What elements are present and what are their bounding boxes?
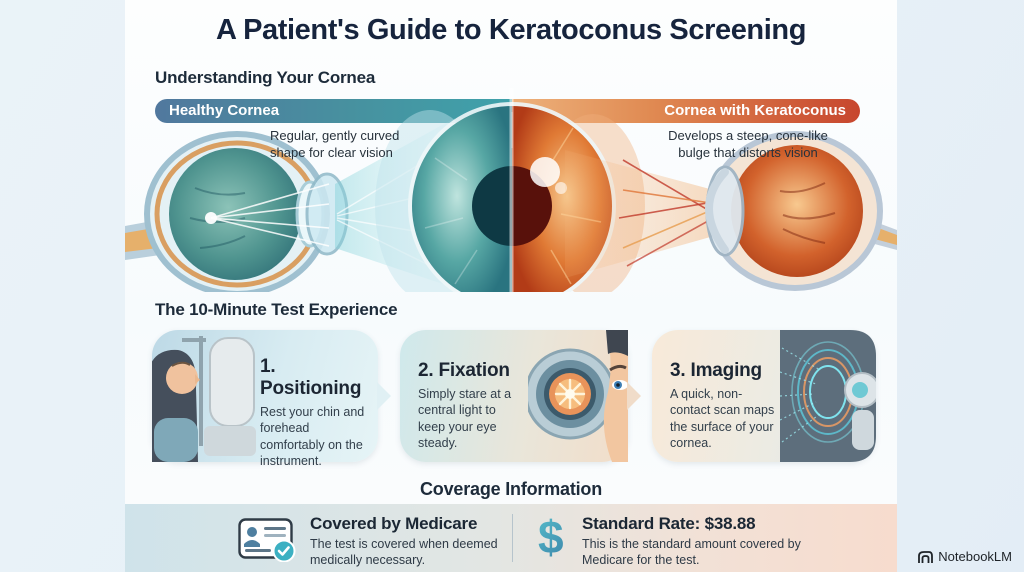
notebooklm-watermark: NotebookLM bbox=[917, 549, 1012, 564]
healthy-cornea-banner: Healthy Cornea bbox=[155, 99, 512, 123]
medicare-card-icon bbox=[238, 518, 296, 562]
imaging-illustration bbox=[780, 330, 876, 462]
watermark-label: NotebookLM bbox=[938, 549, 1012, 564]
fixation-illustration bbox=[528, 330, 628, 462]
step-card-imaging: 3. Imaging A quick, non-contact scan map… bbox=[652, 330, 876, 462]
positioning-illustration bbox=[152, 336, 256, 462]
step-card-fixation: 2. Fixation Simply stare at a central li… bbox=[400, 330, 641, 462]
coverage-divider bbox=[512, 514, 513, 562]
step-description: Rest your chin and forehead comfortably … bbox=[260, 405, 365, 468]
step-title: 3. Imaging bbox=[670, 360, 762, 381]
page-title: A Patient's Guide to Keratoconus Screeni… bbox=[215, 14, 807, 46]
keratoconus-banner: Cornea with Keratoconus bbox=[512, 99, 860, 123]
dollar-icon: $ bbox=[538, 511, 564, 563]
test-section-heading: The 10-Minute Test Experience bbox=[155, 300, 398, 319]
coverage-item-medicare: Covered by Medicare The test is covered … bbox=[238, 514, 540, 569]
step-title: 2. Fixation bbox=[418, 360, 510, 381]
step-card-positioning: 1. Positioning Rest your chin and forehe… bbox=[152, 330, 391, 468]
coverage-title: Covered by Medicare bbox=[310, 514, 478, 533]
step-title: 1. Positioning bbox=[260, 356, 362, 399]
cornea-comparison-illustration bbox=[125, 88, 897, 292]
cornea-section-heading: Understanding Your Cornea bbox=[155, 68, 376, 87]
keratoconus-eye-illustration bbox=[705, 131, 897, 291]
coverage-section-heading: Coverage Information bbox=[419, 479, 603, 499]
infographic-canvas: A Patient's Guide to Keratoconus Screeni… bbox=[125, 0, 897, 572]
step-description: Simply stare at a central light to keep … bbox=[418, 387, 512, 450]
coverage-description: The test is covered when deemed medicall… bbox=[310, 537, 498, 568]
coverage-item-rate: $ Standard Rate: $38.88 This is the stan… bbox=[538, 514, 832, 569]
coverage-description: This is the standard amount covered by M… bbox=[582, 537, 801, 568]
notebooklm-logo-icon bbox=[918, 550, 934, 563]
test-steps-row: 1. Positioning Rest your chin and forehe… bbox=[125, 330, 897, 468]
healthy-eye-illustration bbox=[125, 131, 349, 292]
step-description: A quick, non-contact scan maps the surfa… bbox=[670, 387, 775, 450]
coverage-title: Standard Rate: $38.88 bbox=[582, 514, 756, 533]
